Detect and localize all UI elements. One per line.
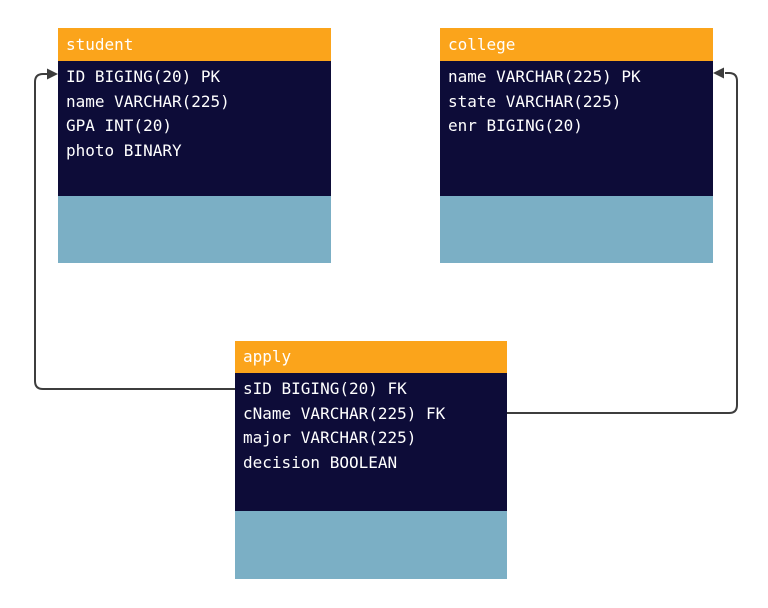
table-apply-header: apply bbox=[235, 341, 507, 373]
table-student-fields: ID BIGING(20) PK name VARCHAR(225) GPA I… bbox=[58, 61, 331, 196]
field-row: enr BIGING(20) bbox=[448, 116, 583, 135]
table-college-fields: name VARCHAR(225) PK state VARCHAR(225) … bbox=[440, 61, 713, 196]
table-apply[interactable]: apply sID BIGING(20) FK cName VARCHAR(22… bbox=[235, 341, 507, 579]
table-apply-footer bbox=[235, 511, 507, 579]
field-row: sID BIGING(20) FK bbox=[243, 379, 407, 398]
field-row: GPA INT(20) bbox=[66, 116, 172, 135]
arrowhead-into-college bbox=[713, 67, 724, 79]
table-title: student bbox=[66, 35, 134, 54]
table-title: apply bbox=[243, 347, 292, 366]
table-title: college bbox=[448, 35, 516, 54]
table-student-footer bbox=[58, 196, 331, 263]
table-college-header: college bbox=[440, 28, 713, 61]
table-student[interactable]: student ID BIGING(20) PK name VARCHAR(22… bbox=[58, 28, 331, 263]
field-row: cName VARCHAR(225) FK bbox=[243, 403, 446, 423]
table-college[interactable]: college name VARCHAR(225) PK state VARCH… bbox=[440, 28, 713, 263]
field-row: decision BOOLEAN bbox=[243, 452, 398, 472]
table-college-footer bbox=[440, 196, 713, 263]
field-row: name VARCHAR(225) bbox=[66, 91, 230, 111]
field-row: photo BINARY bbox=[66, 140, 182, 160]
arrowhead-into-student bbox=[47, 68, 58, 80]
field-row: state VARCHAR(225) bbox=[448, 91, 622, 111]
table-student-header: student bbox=[58, 28, 331, 61]
field-row: name VARCHAR(225) PK bbox=[448, 67, 641, 86]
field-row: ID BIGING(20) PK bbox=[66, 67, 221, 86]
table-apply-fields: sID BIGING(20) FK cName VARCHAR(225) FK … bbox=[235, 373, 507, 511]
field-row: major VARCHAR(225) bbox=[243, 428, 417, 447]
